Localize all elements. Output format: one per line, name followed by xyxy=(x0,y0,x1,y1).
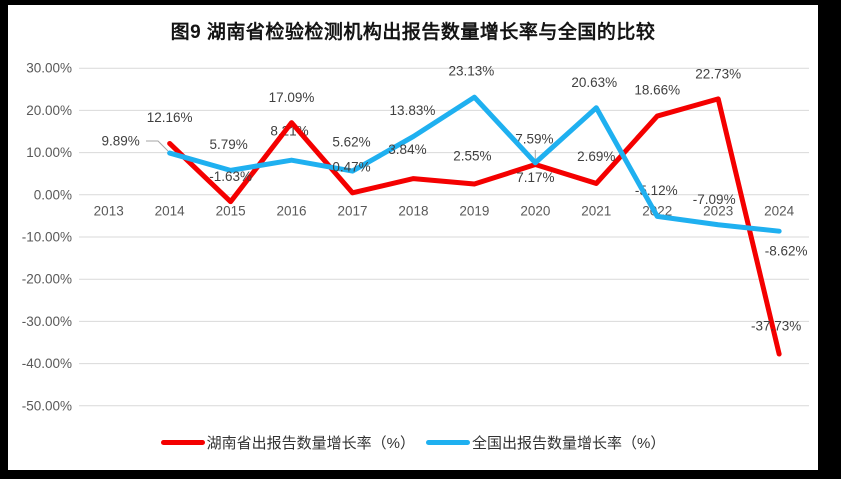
data-label-hunan: 18.66% xyxy=(634,83,680,98)
x-axis-tick-label: 2020 xyxy=(520,204,550,219)
data-label-hunan: 17.09% xyxy=(269,90,315,105)
legend-swatch-national-icon xyxy=(426,439,470,445)
data-label-national: 7.59% xyxy=(515,131,553,146)
x-axis-tick-label: 2014 xyxy=(155,204,186,219)
data-label-national: -7.09% xyxy=(693,192,736,207)
y-axis-tick-label: 10.00% xyxy=(26,145,72,160)
data-label-national: -8.62% xyxy=(765,244,808,259)
y-axis-tick-label: -30.00% xyxy=(22,314,72,329)
y-axis-tick-label: -40.00% xyxy=(22,356,72,371)
data-label-hunan: 0.47% xyxy=(332,159,370,174)
legend: 湖南省出报告数量增长率（%） 全国出报告数量增长率（%） xyxy=(8,432,818,453)
x-axis-tick-label: 2019 xyxy=(459,204,489,219)
y-axis-tick-label: -50.00% xyxy=(22,398,72,413)
data-label-hunan: 7.17% xyxy=(516,170,554,185)
label-leader-line xyxy=(146,140,169,152)
data-label-national: 20.63% xyxy=(571,75,617,90)
data-label-hunan: -37.73% xyxy=(751,319,801,334)
x-axis-tick-label: 2015 xyxy=(216,204,246,219)
legend-swatch-hunan-icon xyxy=(160,439,205,445)
legend-label-hunan: 湖南省出报告数量增长率（%） xyxy=(206,434,415,452)
series-line-hunan xyxy=(167,96,782,357)
data-label-national: 5.79% xyxy=(209,137,247,152)
x-axis-tick-label: 2021 xyxy=(581,204,611,219)
legend-item-hunan: 湖南省出报告数量增长率（%） xyxy=(160,432,415,453)
y-axis-tick-label: -10.00% xyxy=(22,230,72,245)
data-label-national: 5.62% xyxy=(332,135,370,150)
chart-title: 图9 湖南省检验检测机构出报告数量增长率与全国的比较 xyxy=(170,22,656,43)
series-line-national xyxy=(167,94,782,234)
x-axis-tick-label: 2013 xyxy=(94,204,124,219)
y-axis-tick-label: 30.00% xyxy=(26,61,72,76)
data-label-hunan: -1.63% xyxy=(209,169,252,184)
y-axis-tick-label: 0.00% xyxy=(34,187,72,202)
legend-label-national: 全国出报告数量增长率（%） xyxy=(472,434,666,452)
data-label-hunan: 2.55% xyxy=(453,149,491,164)
data-label-national: 9.89% xyxy=(102,134,140,149)
data-label-hunan: 22.73% xyxy=(695,66,741,81)
x-axis-tick-label: 2018 xyxy=(398,204,428,219)
data-label-national: 13.83% xyxy=(390,103,436,118)
data-label-hunan: 2.69% xyxy=(577,149,615,164)
y-axis-tick-label: 20.00% xyxy=(26,103,72,118)
data-label-national: 23.13% xyxy=(449,64,495,79)
x-axis-tick-label: 2017 xyxy=(337,204,367,219)
legend-item-national: 全国出报告数量增长率（%） xyxy=(426,432,665,453)
data-label-hunan: 12.16% xyxy=(147,110,193,125)
x-axis-tick-label: 2016 xyxy=(277,204,307,219)
x-axis-tick-label: 2024 xyxy=(764,204,795,219)
data-label-hunan: 3.84% xyxy=(388,142,426,157)
y-axis-tick-label: -20.00% xyxy=(22,272,72,287)
x-axis-tick-label: 2023 xyxy=(703,204,733,219)
